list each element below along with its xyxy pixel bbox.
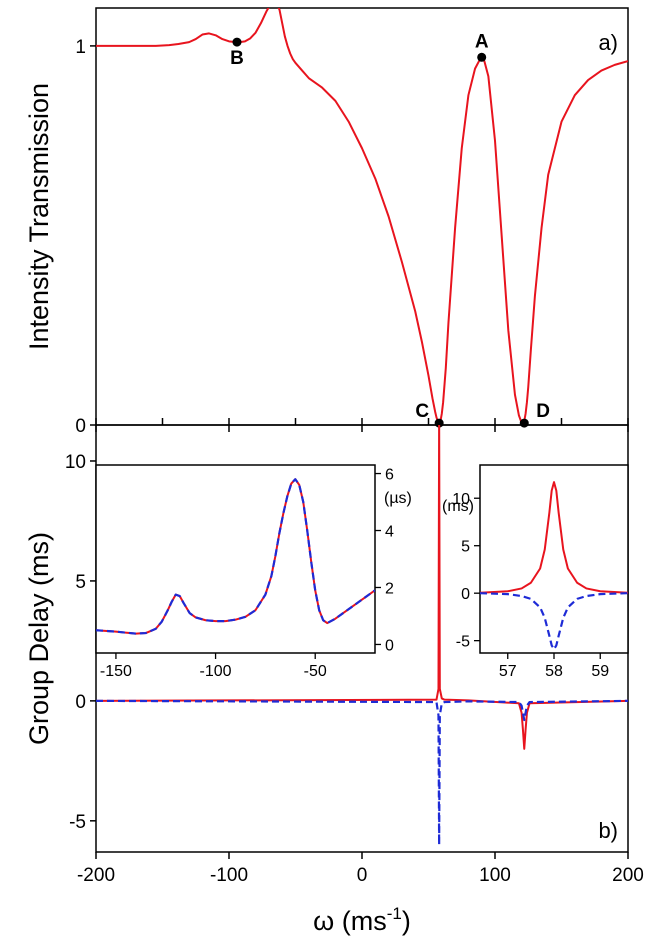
panel-b-xlabel: ω (ms-1): [313, 904, 411, 936]
inset-left-xtick-label: -150: [100, 663, 132, 680]
inset-left-ytick-label: 2: [385, 580, 394, 597]
point-A: [477, 52, 487, 62]
inset-left-xtick-label: -50: [304, 663, 327, 680]
point-label-B: B: [230, 48, 244, 69]
data-lines: [96, 8, 628, 846]
inset-left-series-dashed-1: [96, 478, 375, 635]
panel-b-xtick-label: -100: [210, 865, 248, 886]
panel-b-ytick-label: 0: [75, 692, 86, 713]
panel-b-ylabel: Group Delay (ms): [24, 532, 54, 745]
inset-left-xtick-label: -100: [200, 663, 232, 680]
point-C: [434, 418, 444, 428]
inset-right-ytick-label: -5: [456, 634, 470, 651]
panel-b-ytick-label: 10: [65, 452, 86, 473]
panel-a-series-solid-0: [96, 8, 628, 425]
inset-right-ytick-label: 5: [461, 539, 470, 556]
panel-b-xtick-label: 100: [479, 865, 511, 886]
inset-right-unit: (ms): [442, 498, 474, 515]
inset-right-xtick-label: 59: [591, 663, 609, 680]
panel-b-ytick-label: 5: [75, 572, 86, 593]
labels: 0 1 A B C Da) Intensity Transmission -200 -100 0 1…: [24, 30, 644, 936]
panel-a-ytick-label: 0: [75, 416, 86, 437]
point-label-C: C: [415, 401, 429, 422]
inset-right-ytick-label: 0: [461, 586, 470, 603]
inset-right-ytick-label: 10: [452, 491, 470, 508]
panel-b-xtick-label: -200: [77, 865, 115, 886]
inset-left-ytick-label: 4: [385, 524, 394, 541]
panel-a-ytick-label: 1: [75, 37, 86, 58]
inset-right-frame: [479, 464, 629, 654]
inset-right-xtick-label: 58: [545, 663, 563, 680]
panel-a-frame: [95, 7, 629, 426]
point-B: [232, 37, 242, 47]
panel-b-label: b): [598, 818, 618, 843]
point-label-A: A: [475, 31, 489, 52]
panel-a-ylabel: Intensity Transmission: [24, 83, 54, 350]
panel-a-label: a): [598, 30, 618, 55]
inset-right-series-solid-0: [480, 481, 628, 594]
inset-right-xtick-label: 57: [499, 663, 517, 680]
panel-b-xtick-label: 200: [612, 865, 644, 886]
inset-right-series-dashed-1: [480, 592, 628, 651]
inset-left-ytick-label: 6: [385, 467, 394, 484]
point-D: [519, 418, 529, 428]
inset-left-unit: (µs): [384, 490, 412, 507]
inset-left-ytick-label: 0: [385, 637, 394, 654]
inset-left-frame: [95, 464, 376, 654]
panel-b-xtick-label: 0: [357, 865, 368, 886]
panel-b-series-dashed-1: [96, 699, 628, 846]
point-label-D: D: [536, 401, 550, 422]
ticks: [90, 45, 629, 859]
panel-b-ytick-label: -5: [69, 812, 86, 833]
